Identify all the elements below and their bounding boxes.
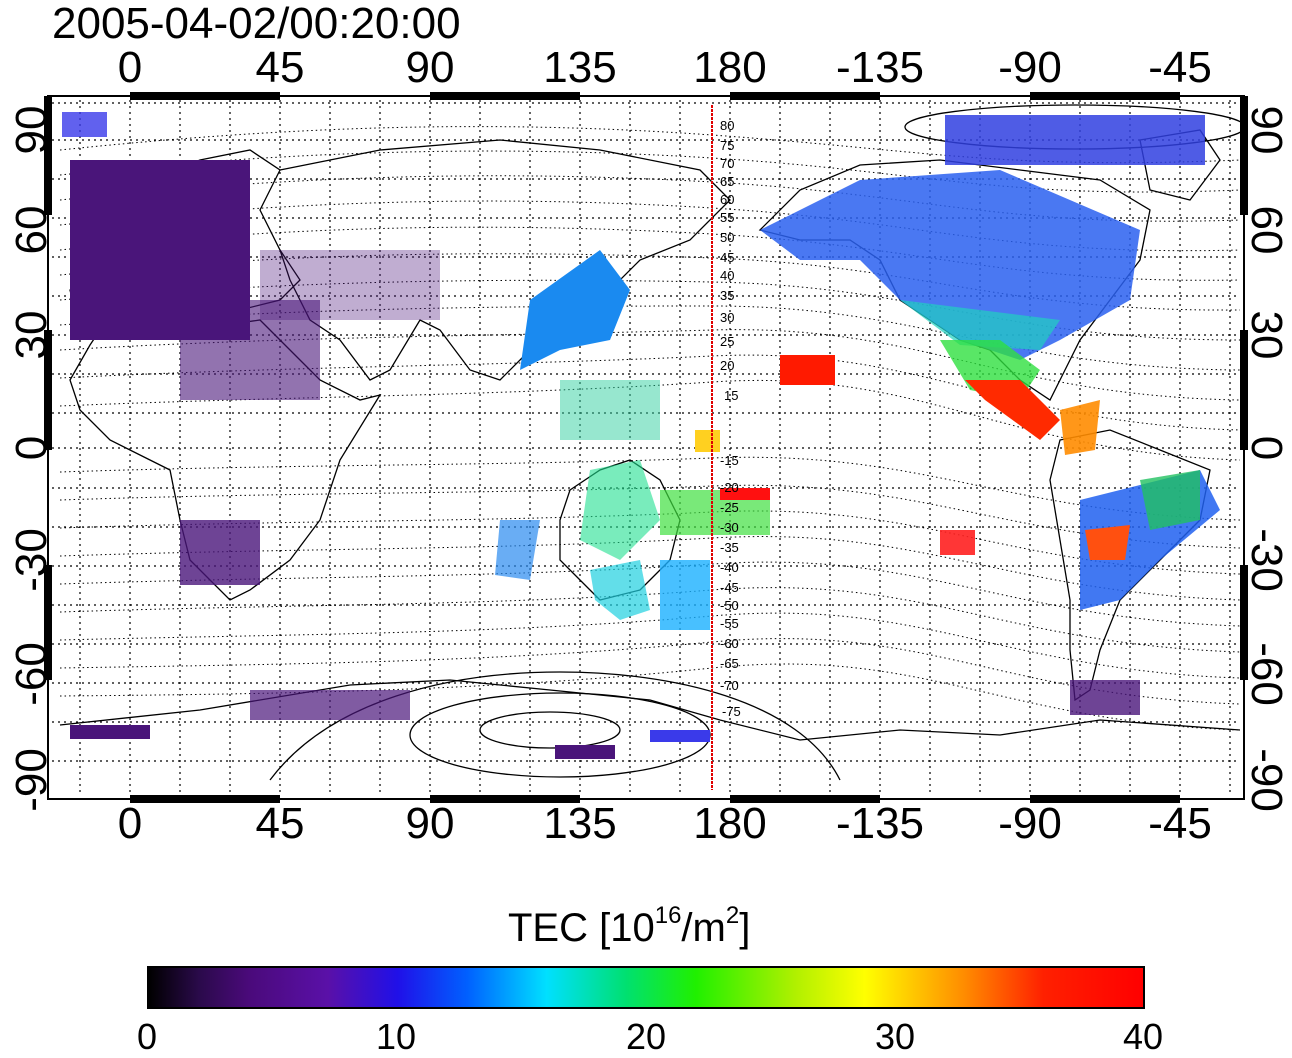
contour-label: 30 <box>720 310 734 325</box>
frame-tick-bars <box>44 92 1248 803</box>
tec-region-arctic-europe <box>62 112 107 137</box>
contour-label: -75 <box>722 704 741 719</box>
tec-region-central-asia <box>260 250 440 320</box>
lon-top-label: 0 <box>117 43 143 92</box>
tec-region-antarctica-2 <box>250 690 410 720</box>
colorbar-tick-label: 20 <box>625 1016 667 1057</box>
lon-bottom-label: -135 <box>835 799 925 848</box>
lon-bottom-label: 135 <box>543 799 617 848</box>
contour-label: 25 <box>720 334 734 349</box>
colorbar-title: TEC [1016/m2] <box>508 902 751 950</box>
tec-region-us-south <box>900 300 1060 350</box>
map-timestamp: 2005-04-02/00:20:00 <box>52 0 461 48</box>
colorbar-tick-label: 40 <box>1122 1016 1164 1057</box>
tec-high-southeast-pacific <box>940 530 975 555</box>
tec-region-arctic-canada <box>945 115 1205 165</box>
contour-label: 45 <box>720 250 734 265</box>
contour-label: -15 <box>720 453 739 468</box>
lon-bottom-label: -45 <box>1148 799 1212 848</box>
contour-label: -70 <box>720 678 739 693</box>
tec-region-south-australia <box>590 560 650 620</box>
contour-label: -50 <box>720 598 739 613</box>
tec-high-central-america <box>965 380 1060 440</box>
contour-label: 40 <box>720 268 734 283</box>
tec-region-japan <box>520 250 630 370</box>
tec-region-south-africa <box>180 520 260 585</box>
lon-bottom-label: 180 <box>693 799 767 848</box>
contour-label: -45 <box>720 580 739 595</box>
tec-high-equator <box>695 430 720 452</box>
south-america-coast <box>1049 429 1211 702</box>
contour-labels: 80 75 70 65 60 55 50 45 40 35 30 25 20 1… <box>720 118 741 719</box>
tec-region-north-america <box>760 170 1140 360</box>
tec-data <box>62 112 1220 759</box>
contour-label: 65 <box>720 174 734 189</box>
lon-bottom-label: 90 <box>405 799 455 848</box>
contour-label: -60 <box>720 636 739 651</box>
contour-label: 15 <box>724 388 738 403</box>
lon-top-label: -45 <box>1148 43 1212 92</box>
contour-label: 20 <box>720 358 734 373</box>
lon-top-label: -90 <box>998 43 1062 92</box>
contour-label: 80 <box>720 118 734 133</box>
tec-high-colombia <box>1060 400 1100 455</box>
tec-high-south-pacific <box>720 488 770 500</box>
colorbar-tick-label: 30 <box>874 1016 916 1057</box>
tec-high-hawaii <box>780 355 835 385</box>
lon-bottom-label: 0 <box>117 799 143 848</box>
tec-region-antarctic-peninsula <box>1070 680 1140 715</box>
contour-label: -20 <box>720 480 739 495</box>
tec-region-antarctica-1 <box>70 725 150 739</box>
australia-coast <box>559 459 681 601</box>
contour-label: 70 <box>720 156 734 171</box>
tec-region-antarctica-3 <box>555 745 615 759</box>
tec-region-australia <box>580 460 660 560</box>
lon-top-label: 45 <box>255 43 305 92</box>
lon-top-label: -135 <box>835 43 925 92</box>
tec-region-middle-east <box>180 300 320 400</box>
contour-label: -30 <box>720 520 739 535</box>
tec-region-brazil <box>1140 470 1200 530</box>
contour-label: -55 <box>720 616 739 631</box>
colorbar <box>147 966 1145 1009</box>
tec-region-new-zealand <box>660 560 710 630</box>
contour-label: -25 <box>720 500 739 515</box>
lon-bottom-label: -90 <box>998 799 1062 848</box>
contour-label: 75 <box>720 138 734 153</box>
colorbar-tick-label: 0 <box>136 1016 158 1057</box>
lon-top-label: 180 <box>693 43 767 92</box>
contour-label: 35 <box>720 288 734 303</box>
antarctica-coast <box>59 679 1241 741</box>
lon-bottom-label: 45 <box>255 799 305 848</box>
contour-label: -40 <box>720 560 739 575</box>
lon-top-label: 135 <box>543 43 617 92</box>
contour-label: 55 <box>720 210 734 225</box>
polar-contours <box>269 104 1246 781</box>
contour-label: 60 <box>720 192 734 207</box>
tec-region-antarctica-4 <box>650 730 710 742</box>
contour-label: -65 <box>720 656 739 671</box>
colorbar-tick-label: 10 <box>375 1016 417 1057</box>
contour-label: 50 <box>720 230 734 245</box>
lon-top-label: 90 <box>405 43 455 92</box>
tec-region-west-pacific <box>560 380 660 440</box>
tec-region-indian-ocean <box>495 520 540 580</box>
tec-high-south-america <box>1085 525 1130 560</box>
contour-label: -35 <box>720 540 739 555</box>
